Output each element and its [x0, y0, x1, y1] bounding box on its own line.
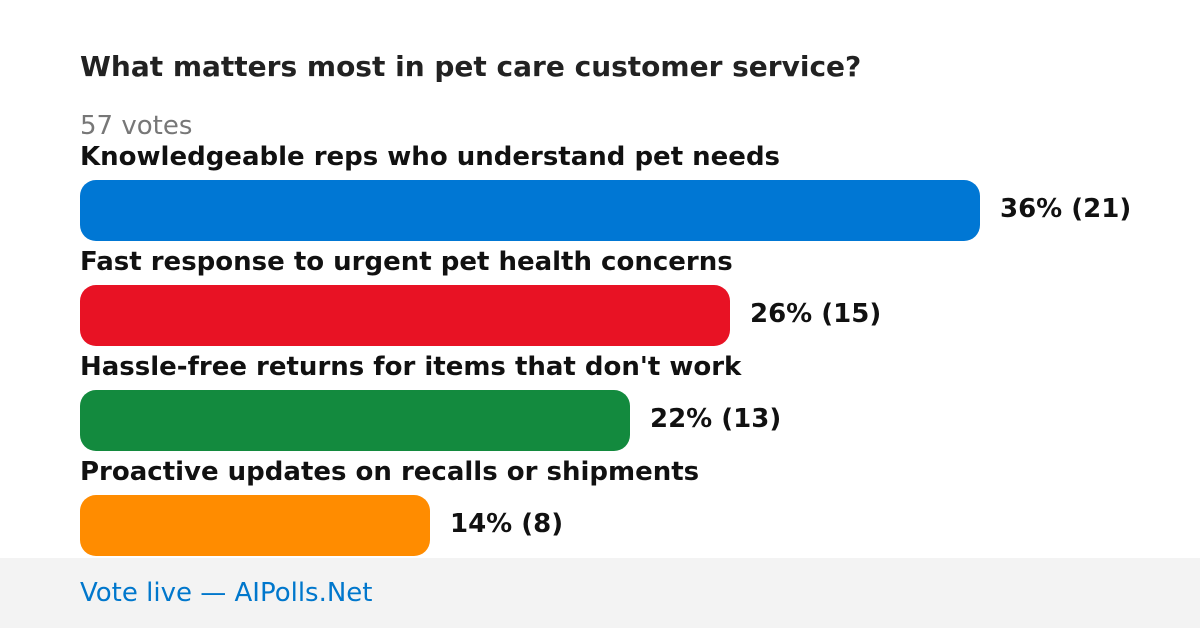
- result-bar: [80, 285, 730, 346]
- option-label: Hassle-free returns for items that don't…: [80, 352, 742, 382]
- result-bar: [80, 390, 630, 451]
- result-value-label: 14% (8): [450, 509, 564, 539]
- footer-bar: [0, 558, 1200, 628]
- result-value-label: 26% (15): [750, 299, 882, 329]
- result-value-label: 22% (13): [650, 404, 782, 434]
- option-label: Proactive updates on recalls or shipment…: [80, 457, 700, 487]
- result-bar: [80, 180, 980, 241]
- poll-title: What matters most in pet care customer s…: [80, 50, 862, 83]
- result-bar: [80, 495, 430, 556]
- vote-live-link[interactable]: Vote live — AIPolls.Net: [80, 578, 373, 608]
- option-label: Fast response to urgent pet health conce…: [80, 247, 733, 277]
- vote-count: 57 votes: [80, 111, 193, 141]
- result-value-label: 36% (21): [1000, 194, 1132, 224]
- option-label: Knowledgeable reps who understand pet ne…: [80, 142, 781, 172]
